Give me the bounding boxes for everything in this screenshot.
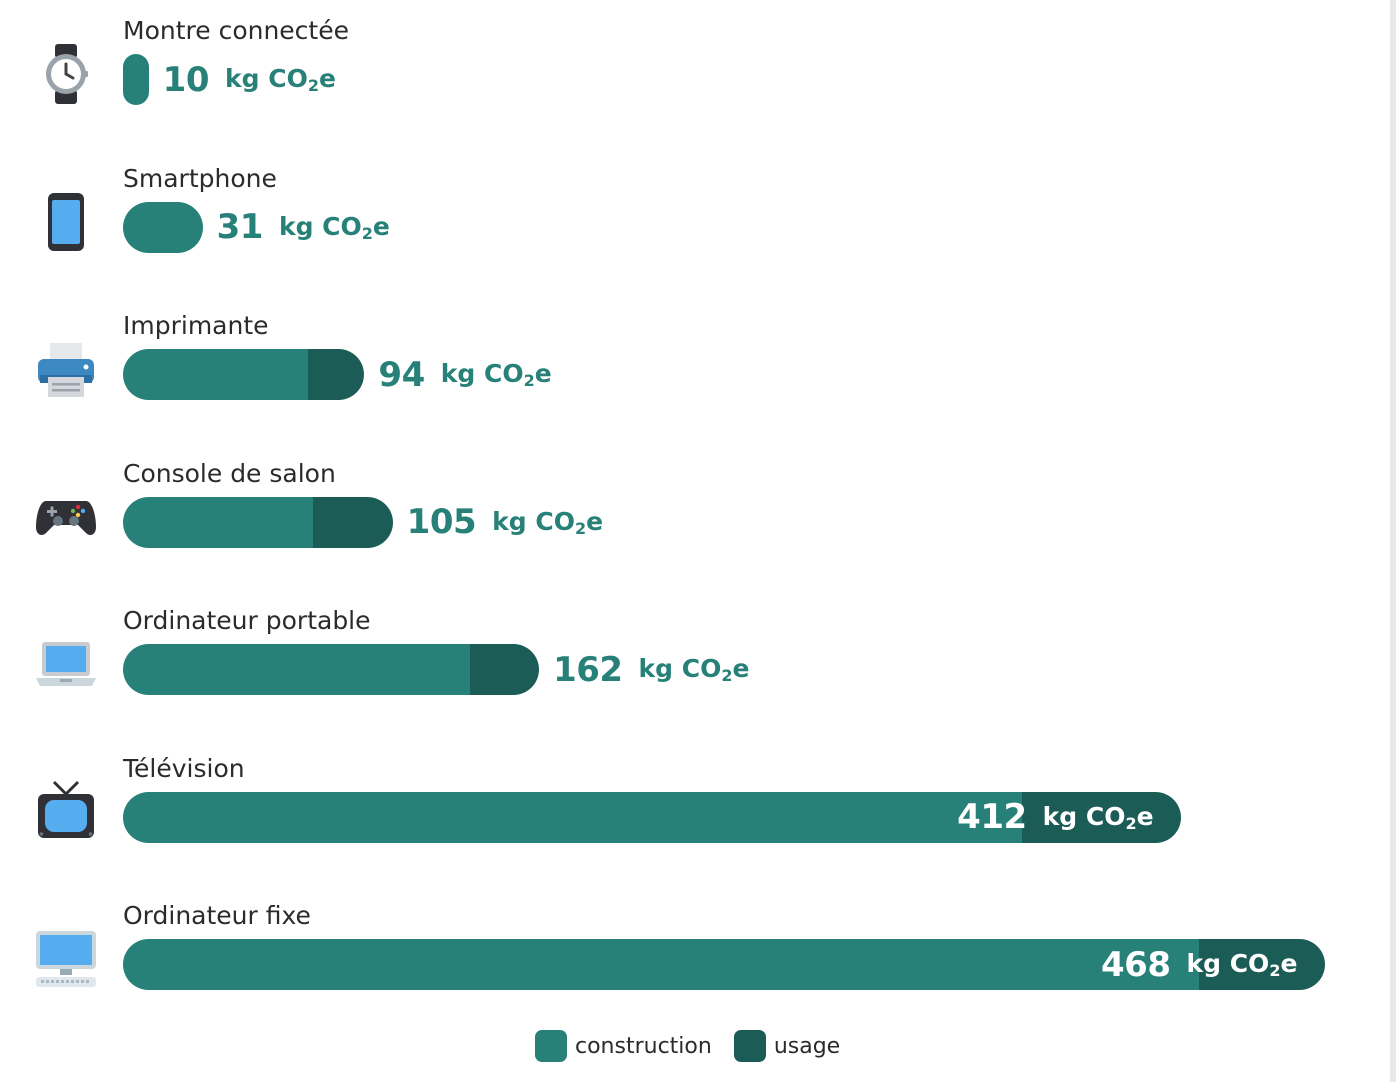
category-label: Imprimante: [123, 311, 269, 340]
category-label: Ordinateur portable: [123, 606, 371, 635]
value-label: 412 kg CO2e: [957, 792, 1153, 843]
value-number: 10: [162, 59, 210, 100]
stacked-bar: [123, 939, 1325, 990]
bar-segment-construction: [123, 201, 203, 253]
value-unit: kg CO2e: [278, 211, 390, 243]
scrollbar-track[interactable]: [1390, 0, 1396, 1082]
bar-segment-usage: [307, 349, 365, 400]
value-number: 105: [406, 502, 477, 542]
value-number: 31: [216, 207, 264, 247]
bar-segment-construction: [123, 791, 1022, 843]
value-label: 468 kg CO2e: [1101, 939, 1297, 990]
chart-row: Console de salon 105 kg CO2e: [0, 459, 1390, 589]
legend: construction usage: [535, 1030, 862, 1062]
stacked-bar: [123, 791, 1182, 843]
bar-segment-usage: [469, 644, 540, 695]
stacked-bar: [123, 496, 393, 548]
category-label: Smartphone: [123, 163, 277, 193]
value-number: 94: [378, 354, 425, 395]
value-label: 94 kg CO2e: [378, 349, 551, 400]
bar-segment-usage: [1021, 791, 1182, 843]
category-label: Télévision: [123, 753, 245, 783]
legend-item-construction: construction: [535, 1030, 712, 1062]
bar-segment-construction: [123, 496, 314, 548]
bar-segment-construction: [123, 644, 470, 695]
value-unit: kg CO2e: [638, 654, 750, 685]
value-label: 31 kg CO2e: [217, 202, 390, 253]
value-unit: kg CO2e: [440, 359, 552, 390]
value-label: 105 kg CO2e: [407, 497, 603, 548]
chart-row: Montre connectée 10 kg CO2e: [0, 16, 1390, 146]
value-number: 162: [553, 649, 623, 690]
bar-segment-construction: [123, 349, 308, 400]
value-unit: kg CO2e: [492, 506, 604, 538]
bar-segment-construction: [123, 939, 1200, 990]
value-unit: kg CO2e: [225, 64, 336, 95]
stacked-bar: [123, 54, 149, 105]
chart-row: Télévision 412 kg CO2e: [0, 754, 1390, 884]
bar-segment-construction: [123, 54, 149, 105]
stacked-bar: [123, 644, 540, 695]
value-label: 10 kg CO2e: [163, 54, 336, 105]
value-number: 468: [1101, 944, 1171, 985]
legend-swatch-usage: [733, 1030, 766, 1062]
value-label: 162 kg CO2e: [553, 644, 749, 695]
desktop-computer-icon: [34, 927, 98, 991]
value-unit: kg CO2e: [1186, 949, 1298, 980]
bar-segment-usage: [1199, 939, 1325, 990]
legend-swatch-construction: [535, 1030, 567, 1062]
legend-label-usage: usage: [773, 1033, 841, 1059]
category-label: Console de salon: [123, 458, 336, 488]
stacked-bar: [123, 201, 203, 253]
chart-row: Ordinateur portable 162 kg CO2e: [0, 606, 1390, 736]
chart-row: Imprimante 94 kg CO2e: [0, 311, 1390, 441]
television-icon: [34, 780, 98, 844]
legend-item-usage: usage: [733, 1030, 841, 1062]
chart-row: Smartphone 31 kg CO2e: [0, 164, 1390, 294]
printer-icon: [34, 337, 98, 401]
stacked-bar: [123, 349, 365, 400]
watch-icon: [34, 42, 98, 106]
category-label: Montre connectée: [123, 16, 349, 45]
chart-row: Ordinateur fixe 468 kg CO2e: [0, 901, 1390, 1031]
game-controller-icon: [34, 485, 98, 549]
smartphone-icon: [34, 190, 98, 254]
legend-label-construction: construction: [575, 1033, 712, 1059]
bar-segment-usage: [313, 496, 393, 548]
value-unit: kg CO2e: [1042, 801, 1154, 833]
value-number: 412: [957, 797, 1027, 837]
laptop-icon: [34, 632, 98, 696]
category-label: Ordinateur fixe: [123, 901, 311, 930]
